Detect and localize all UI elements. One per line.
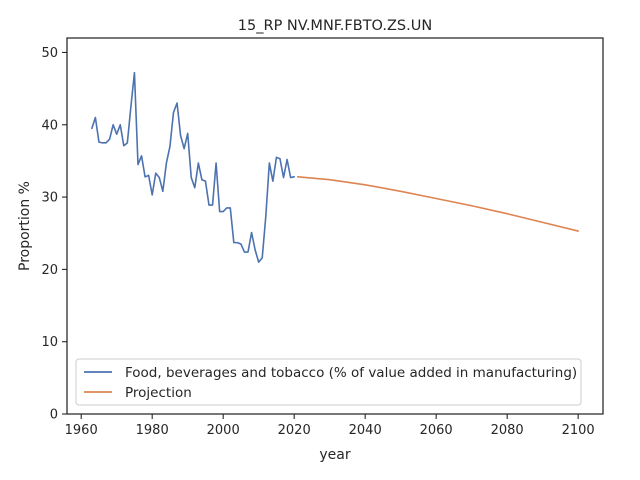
y-tick-label: 30 — [41, 191, 58, 206]
y-axis-title: Proportion % — [17, 181, 33, 271]
x-tick-label: 2040 — [349, 423, 382, 438]
y-tick-label: 0 — [50, 408, 58, 423]
x-tick-label: 2000 — [207, 423, 240, 438]
y-tick-label: 20 — [41, 263, 58, 278]
x-tick-label: 2060 — [420, 423, 453, 438]
legend: Food, beverages and tobacco (% of value … — [75, 358, 582, 406]
series-line-1 — [296, 176, 579, 232]
y-tick-label: 10 — [41, 335, 58, 350]
chart-title: 15_RP NV.MNF.FBTO.ZS.UN — [238, 18, 432, 34]
y-tick-label: 50 — [41, 46, 58, 61]
y-axis: 0 10 20 30 40 50 — [41, 46, 67, 423]
y-tick-label: 40 — [41, 118, 58, 133]
x-tick-label: 1960 — [65, 423, 98, 438]
x-axis: 1960 1980 2000 2020 2040 2060 2080 2100 — [65, 414, 595, 438]
series-layer — [91, 71, 579, 263]
x-tick-label: 2100 — [562, 423, 595, 438]
legend-label: Food, beverages and tobacco (% of value … — [125, 365, 577, 381]
x-tick-label: 2020 — [278, 423, 311, 438]
legend-box — [75, 358, 582, 406]
series-line-0 — [91, 71, 295, 263]
legend-label: Projection — [125, 385, 192, 401]
x-tick-label: 2080 — [491, 423, 524, 438]
x-tick-label: 1980 — [136, 423, 169, 438]
x-axis-title: year — [319, 447, 350, 463]
plot-frame — [66, 37, 604, 415]
